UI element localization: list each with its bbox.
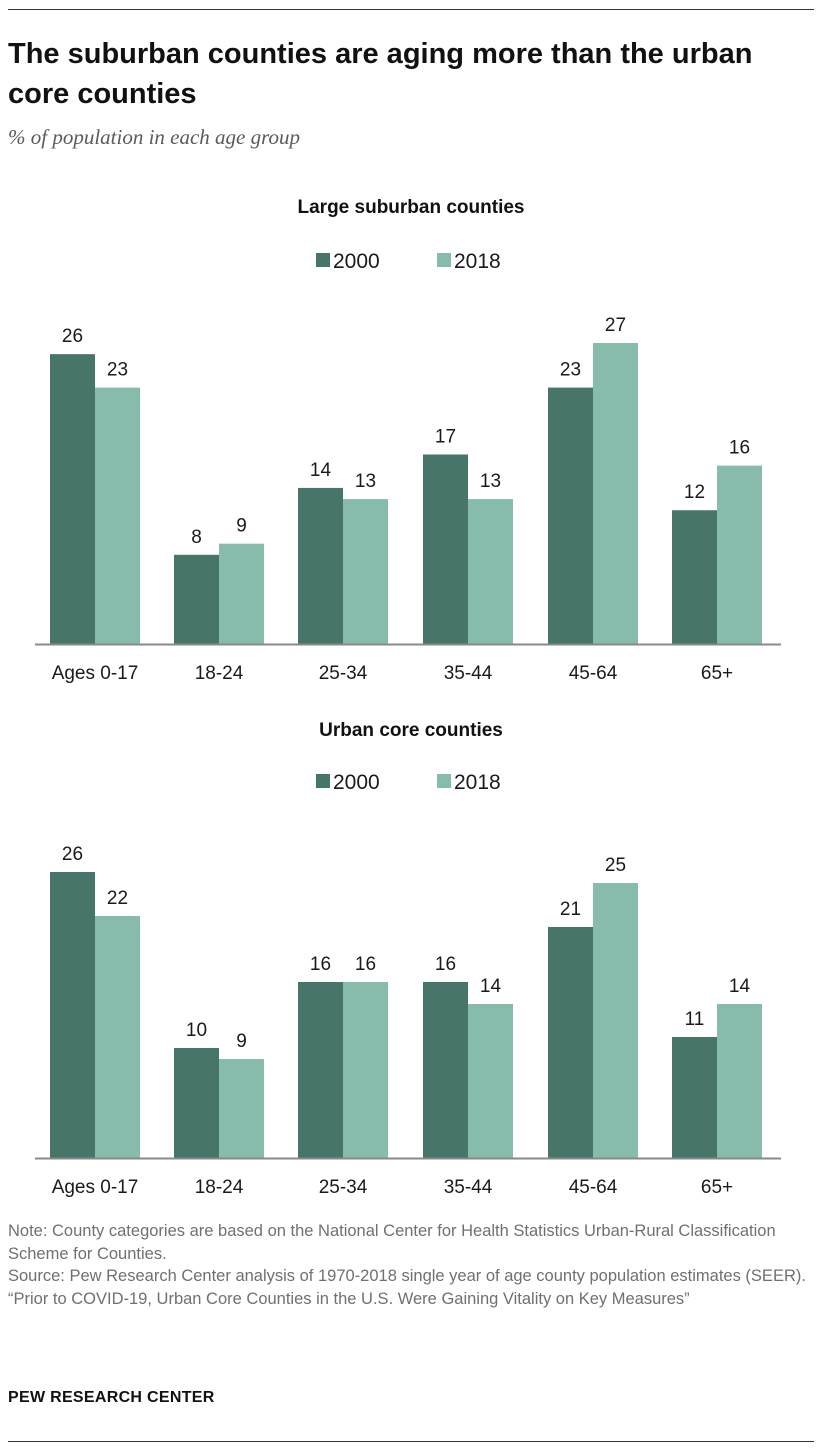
suburban-bar-2000-3 [423,454,468,644]
suburban-value-label-2000-4: 23 [560,360,581,381]
suburban-chart: Large suburban counties 2000 2018 26 8 14 17 23… [0,180,822,700]
legend-label-2018: 2018 [454,771,501,794]
suburban-value-label-2018-1: 9 [236,516,247,537]
chart-title: The suburban counties are aging more tha… [8,38,753,110]
urban-bar-2000-3 [423,982,468,1158]
suburban-bar-2018-1 [219,543,264,644]
note-text: Note: County categories are based on the… [8,1222,776,1263]
suburban-bar-2018-3 [468,499,513,644]
legend-swatch-2000 [316,253,330,267]
suburban-bar-2018-4 [593,343,638,644]
urban-bar-2018-4 [593,883,638,1158]
urban-bar-2018-0 [95,916,140,1158]
suburban-bar-2018-0 [95,387,140,644]
urban-value-label-2018-0: 22 [107,888,128,909]
urban-bar-2018-3 [468,1004,513,1158]
legend-swatch-2018 [437,774,451,788]
brand-label: PEW RESEARCH CENTER [8,1389,215,1406]
suburban-category-label-0: Ages 0-17 [52,663,139,684]
legend-label-2018: 2018 [454,250,501,273]
suburban-bar-2000-2 [298,487,343,644]
urban-value-label-2000-3: 16 [435,954,456,975]
urban-value-label-2018-4: 25 [605,855,626,876]
suburban-value-label-2018-0: 23 [107,360,128,381]
bottom-rule [8,1441,814,1442]
suburban-value-label-2018-5: 16 [729,438,750,459]
urban-bar-2000-1 [174,1048,219,1158]
suburban-category-label-4: 45-64 [569,663,618,684]
footnotes: Note: County categories are based on the… [8,1220,814,1310]
urban-bar-2000-4 [548,927,593,1158]
suburban-bar-2000-0 [50,354,95,644]
urban-category-label-5: 65+ [701,1177,733,1198]
report-title-text: “Prior to COVID-19, Urban Core Counties … [8,1289,690,1308]
urban-bar-2018-5 [717,1004,762,1158]
suburban-chart-title: Large suburban counties [298,197,525,218]
suburban-category-label-3: 35-44 [444,663,493,684]
suburban-bar-2018-5 [717,465,762,644]
urban-bar-2018-1 [219,1059,264,1158]
top-rule [8,9,814,10]
urban-category-label-2: 25-34 [319,1177,368,1198]
legend-swatch-2000 [316,774,330,788]
urban-value-label-2000-0: 26 [62,844,83,865]
urban-category-label-0: Ages 0-17 [52,1177,139,1198]
suburban-value-label-2000-2: 14 [310,460,332,481]
chart-subtitle: % of population in each age group [8,125,301,149]
urban-value-label-2000-5: 11 [685,1009,705,1030]
urban-chart-title: Urban core counties [319,720,503,741]
urban-value-label-2018-5: 14 [729,976,751,997]
urban-value-label-2018-1: 9 [236,1031,247,1052]
suburban-value-label-2000-0: 26 [62,326,83,347]
urban-value-label-2000-2: 16 [310,954,331,975]
source-text: Source: Pew Research Center analysis of … [8,1267,806,1285]
suburban-category-label-5: 65+ [701,663,733,684]
suburban-value-label-2018-3: 13 [480,471,501,492]
urban-chart: Urban core counties 2000 2018 26 10 16 16 21 11 2… [0,705,822,1215]
suburban-value-label-2018-2: 13 [355,471,376,492]
urban-value-label-2000-1: 10 [186,1020,207,1041]
legend-label-2000: 2000 [333,771,380,794]
urban-bar-2000-2 [298,982,343,1158]
suburban-value-label-2000-3: 17 [435,426,456,447]
legend-swatch-2018 [437,253,451,267]
suburban-bar-2000-1 [174,554,219,644]
suburban-category-label-1: 18-24 [195,663,244,684]
urban-bar-2018-2 [343,982,388,1158]
urban-value-label-2018-3: 14 [480,976,502,997]
suburban-value-label-2000-5: 12 [684,482,705,503]
suburban-bar-2000-5 [672,510,717,644]
suburban-value-label-2018-4: 27 [605,315,626,336]
urban-category-label-1: 18-24 [195,1177,244,1198]
suburban-value-label-2000-1: 8 [191,527,202,548]
urban-chart-svg: Urban core counties 2000 2018 26 10 16 16 21 11 2… [35,720,781,1198]
suburban-chart-svg: Large suburban counties 2000 2018 26 8 14 17 23… [35,197,781,684]
urban-value-label-2018-2: 16 [355,954,376,975]
suburban-bar-2018-2 [343,499,388,644]
suburban-bar-2000-4 [548,387,593,644]
urban-bar-2000-5 [672,1037,717,1158]
legend-label-2000: 2000 [333,250,380,273]
urban-category-label-3: 35-44 [444,1177,493,1198]
urban-bar-2000-0 [50,872,95,1158]
suburban-category-label-2: 25-34 [319,663,368,684]
urban-category-label-4: 45-64 [569,1177,618,1198]
urban-value-label-2000-4: 21 [560,899,581,920]
